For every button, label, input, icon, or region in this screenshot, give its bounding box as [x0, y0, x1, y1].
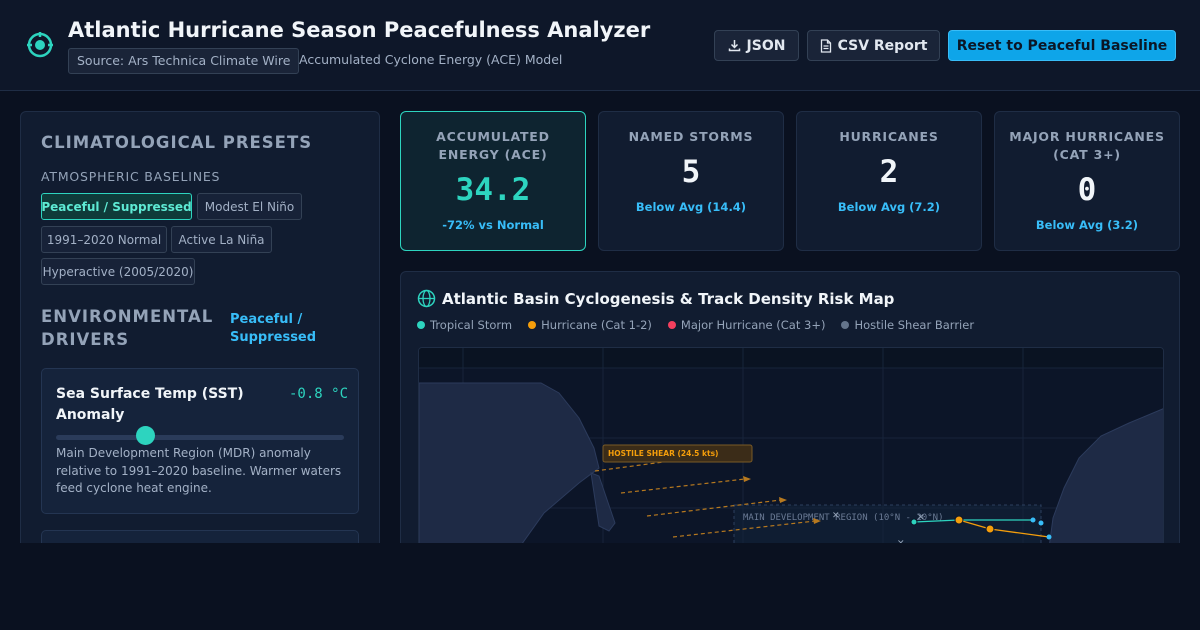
stat-value-hurricanes: 2 [879, 154, 899, 190]
storm-genesis-3 [1046, 534, 1052, 540]
presets-subtitle: ATMOSPHERIC BASELINES [41, 169, 221, 184]
storm-genesis-2 [1038, 520, 1044, 526]
mdr-label: MAIN DEVELOPMENT REGION (10°N - 20°N) [743, 513, 943, 523]
stat-card-ace: ACCUMULATED ENERGY (ACE) 34.2 -72% vs No… [400, 111, 586, 251]
csv-report-button[interactable]: CSV Report [807, 30, 940, 61]
dissipated-marker: ✕ [917, 513, 925, 523]
shear-label-box [602, 444, 753, 463]
drivers-title: ENVIRONMENTAL DRIVERS [41, 307, 214, 349]
sst-slider-thumb[interactable] [135, 426, 155, 445]
legend-swatch [417, 321, 425, 329]
presets-title: CLIMATOLOGICAL PRESETS [41, 133, 313, 152]
legend-hurricane: Hurricane (Cat 1-2) [528, 318, 652, 332]
preset-normal[interactable]: 1991–2020 Normal [41, 226, 167, 253]
stat-label-named-storms: NAMED STORMS [628, 129, 754, 144]
stat-value-named-storms: 5 [681, 154, 701, 190]
legend-label: Hostile Shear Barrier [854, 318, 975, 332]
stat-foot-major-hurricanes: Below Avg (3.2) [1035, 218, 1139, 232]
legend-swatch [528, 321, 537, 329]
stat-foot-named-storms: Below Avg (14.4) [635, 200, 747, 214]
sst-slider-track[interactable] [56, 435, 344, 440]
shear-vectors [594, 455, 816, 538]
legend-label: Major Hurricane (Cat 3+) [680, 318, 826, 332]
sst-driver-name: Sea Surface Temp (SST) Anomaly [56, 386, 244, 423]
preset-hyperactive[interactable]: Hyperactive (2005/2020) [41, 258, 195, 285]
stat-foot-ace: -72% vs Normal [442, 218, 544, 232]
basin-map[interactable]: MAIN DEVELOPMENT REGION (10°N - 20°N) HO… [418, 347, 1164, 547]
app-header: Atlantic Hurricane Season Peacefulness A… [0, 0, 1200, 91]
sst-driver-value: -0.8 °C [289, 386, 349, 402]
source-badge: Source: Ars Technica Climate Wire [68, 48, 300, 74]
shear-label: HOSTILE SHEAR (24.5 kts) [608, 449, 718, 458]
model-label: Accumulated Cyclone Energy (ACE) Model [299, 52, 563, 67]
viewport-bottom [0, 543, 1200, 630]
dissipated-marker: ✕ [897, 539, 905, 547]
storm-genesis-1 [1030, 517, 1036, 523]
csv-label: CSV Report [837, 37, 928, 54]
legend-swatch [841, 321, 850, 329]
json-label: JSON [746, 37, 786, 54]
dissipated-marker: ✕ [832, 511, 840, 521]
stat-card-major-hurricanes: MAJOR HURRICANES (CAT 3+) 0 Below Avg (3… [994, 111, 1180, 251]
stat-foot-hurricanes: Below Avg (7.2) [837, 200, 941, 214]
stat-value-major-hurricanes: 0 [1077, 172, 1097, 208]
stat-value-ace: 34.2 [455, 172, 531, 208]
mdr-box [733, 504, 1042, 546]
sst-driver-card: Sea Surface Temp (SST) Anomaly -0.8 °C M… [41, 368, 359, 514]
legend-tropical-storm: Tropical Storm [417, 318, 512, 332]
north-america-landmass [419, 382, 600, 546]
download-icon [728, 40, 740, 52]
risk-map-panel: Atlantic Basin Cyclogenesis & Track Dens… [400, 271, 1180, 561]
hurricane-logo-icon [27, 32, 53, 58]
reset-baseline-button[interactable]: Reset to Peaceful Baseline [948, 30, 1176, 61]
globe-icon [417, 289, 436, 308]
legend-label: Hurricane (Cat 1-2) [541, 318, 652, 332]
export-json-button[interactable]: JSON [714, 30, 799, 61]
document-icon [820, 38, 831, 53]
legend-swatch [667, 321, 676, 329]
storm-point-hurricane-2 [985, 524, 995, 534]
legend-major-hurricane: Major Hurricane (Cat 3+) [667, 318, 826, 332]
controls-panel: CLIMATOLOGICAL PRESETS ATMOSPHERIC BASEL… [20, 111, 380, 570]
legend-label: Tropical Storm [430, 318, 513, 332]
map-title: Atlantic Basin Cyclogenesis & Track Dens… [442, 290, 895, 308]
preset-active-la-nina[interactable]: Active La Niña [171, 226, 272, 253]
legend-shear-barrier: Hostile Shear Barrier [841, 318, 974, 332]
page-title: Atlantic Hurricane Season Peacefulness A… [68, 18, 651, 42]
map-top-band [419, 348, 1163, 368]
stat-card-named-storms: NAMED STORMS 5 Below Avg (14.4) [598, 111, 784, 251]
florida-peninsula [590, 472, 616, 532]
stat-label-ace: ACCUMULATED ENERGY (ACE) [436, 129, 550, 162]
preset-peaceful[interactable]: Peaceful / Suppressed [41, 193, 192, 220]
stat-label-hurricanes: HURRICANES [839, 129, 939, 144]
basin-map-canvas: MAIN DEVELOPMENT REGION (10°N - 20°N) HO… [419, 348, 1163, 547]
storm-point-ts [910, 518, 918, 526]
map-legend: Tropical Storm Hurricane (Cat 1-2) Major… [417, 318, 974, 332]
stat-card-hurricanes: HURRICANES 2 Below Avg (7.2) [796, 111, 982, 251]
africa-landmass [1048, 408, 1163, 546]
preset-modest-el-nino[interactable]: Modest El Niño [197, 193, 302, 220]
drivers-state-label: Peaceful / Suppressed [230, 312, 317, 345]
stat-label-major-hurricanes: MAJOR HURRICANES (CAT 3+) [1009, 129, 1165, 162]
sst-driver-description: Main Development Region (MDR) anomaly re… [56, 446, 342, 495]
storm-point-hurricane-1 [954, 515, 964, 525]
